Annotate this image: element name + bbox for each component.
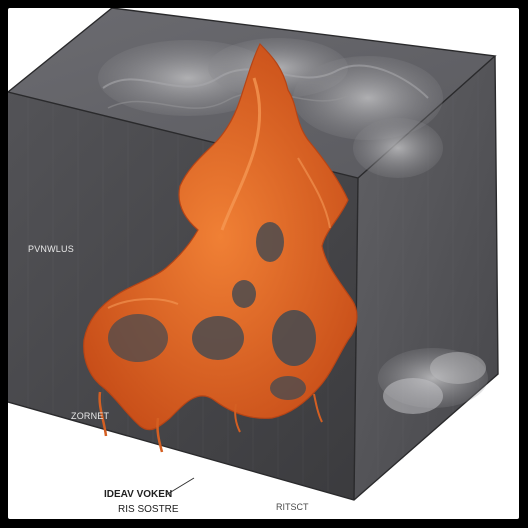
caption-line-2: RIS SOSTRE: [118, 504, 179, 515]
smoke-top: [98, 38, 443, 178]
orange-structure: [83, 42, 358, 453]
cube-side-label: PVNWLUS: [28, 244, 74, 254]
cube-lower-label: ZORNET: [71, 411, 110, 421]
caption-leader-line: [165, 477, 195, 496]
caption-line-3: RITSCT: [276, 502, 309, 512]
cube-scene: [8, 8, 499, 501]
smoke-lower-right: [378, 348, 488, 414]
caption-line-1: IDEAV VOKEN: [104, 489, 173, 500]
image-frame: PVNWLUS ZORNET IDEAV VOKEN RIS SOSTRE RI…: [8, 8, 519, 519]
